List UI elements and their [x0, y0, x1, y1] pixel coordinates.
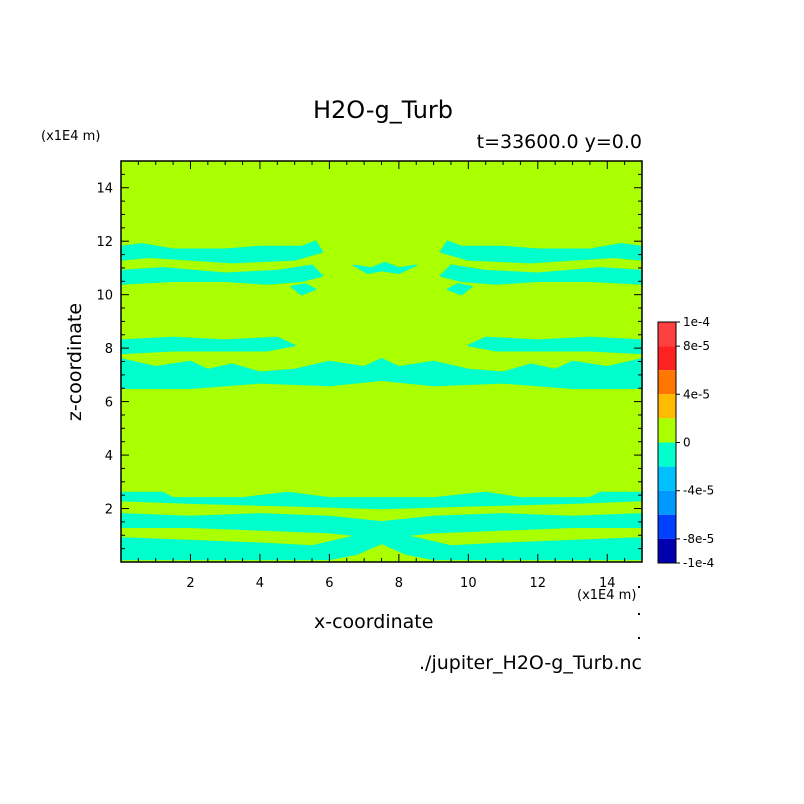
y-tick-label: 12	[96, 235, 113, 250]
contour-band-upper-left-1	[120, 240, 324, 264]
colorbar-label: 1e-4	[683, 315, 710, 329]
plot-area: 2 4 6 8 10 12 14 2 4 6 8 10 12 14	[96, 160, 643, 591]
x-tick-label: 4	[256, 576, 264, 591]
contour-band-upper-right-2	[439, 264, 643, 285]
chart-subtitle: t=33600.0 y=0.0	[476, 131, 642, 153]
colorbar-segment	[658, 370, 676, 395]
colorbar-label: 8e-5	[683, 339, 710, 353]
marker-dot	[638, 637, 640, 639]
marker-dot	[638, 613, 640, 615]
contour-band-low-3	[120, 529, 643, 561]
y-tick-label: 8	[105, 342, 113, 357]
contour-band-mid-2	[120, 358, 643, 389]
contour-band-upper-right-1	[439, 240, 643, 264]
contour-band-mid-1	[120, 336, 296, 355]
y-tick-label: 14	[96, 182, 113, 197]
colorbar-segment	[658, 442, 676, 467]
contour-band-center-top	[352, 261, 417, 275]
contour-band-low-1	[120, 491, 643, 510]
y-tick-label: 10	[96, 289, 113, 304]
colorbar: 1e-4 8e-5 4e-5 0 -4e-5 -8e-5 -1e-4	[657, 315, 714, 570]
x-tick-label: 14	[599, 576, 616, 591]
contour-band-blob-left	[290, 283, 317, 296]
colorbar-segment	[658, 490, 676, 515]
colorbar-label: -8e-5	[683, 532, 714, 546]
chart-title: H2O-g_Turb	[312, 96, 454, 124]
colorbar-segment	[658, 466, 676, 491]
y-tick-label: 4	[105, 449, 113, 464]
y-tick-label: 6	[105, 396, 113, 411]
colorbar-segment	[658, 538, 676, 563]
contour-band-upper-left-2	[120, 264, 324, 285]
x-tick-label: 10	[460, 576, 477, 591]
marker-dot	[638, 586, 640, 588]
x-tick-label: 6	[325, 576, 333, 591]
colorbar-segment	[658, 322, 676, 347]
x-tick-label: 12	[530, 576, 547, 591]
y-axis-unit: (x1E4 m)	[41, 129, 101, 144]
contour-band-mid-1r	[467, 336, 643, 355]
colorbar-segment	[658, 346, 676, 371]
y-tick-label: 2	[105, 503, 113, 518]
colorbar-label: 4e-5	[683, 387, 710, 401]
colorbar-segment	[658, 514, 676, 539]
colorbar-label: -4e-5	[683, 484, 714, 498]
colorbar-segment	[658, 394, 676, 419]
contour-band-blob-right	[446, 283, 473, 296]
x-axis-unit: (x1E4 m)	[577, 588, 637, 603]
x-tick-label: 2	[186, 576, 194, 591]
source-filename: ./jupiter_H2O-g_Turb.nc	[419, 652, 642, 674]
x-axis-label: x-coordinate	[314, 611, 434, 633]
y-axis-label: z-coordinate	[64, 302, 86, 422]
colorbar-segment	[658, 418, 676, 443]
colorbar-label: 0	[683, 436, 691, 450]
colorbar-label: -1e-4	[683, 556, 714, 570]
x-tick-label: 8	[395, 576, 403, 591]
